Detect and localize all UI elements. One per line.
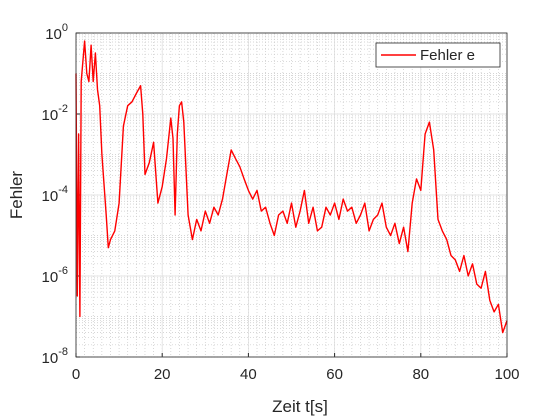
x-tick-label: 0 bbox=[72, 366, 80, 383]
tick-exponent: 0 bbox=[62, 22, 68, 34]
tick-base: 10 bbox=[42, 350, 59, 367]
axes-box bbox=[75, 32, 508, 358]
tick-base: 10 bbox=[42, 269, 59, 286]
x-tick-label: 60 bbox=[326, 366, 343, 383]
y-tick-label: 10-8 bbox=[42, 346, 68, 367]
tick-exponent: -4 bbox=[58, 184, 68, 196]
tick-exponent: -8 bbox=[58, 346, 68, 358]
y-tick-label: 100 bbox=[45, 22, 68, 43]
tick-base: 10 bbox=[42, 188, 59, 205]
x-tick-label: 20 bbox=[154, 366, 171, 383]
tick-exponent: -6 bbox=[58, 265, 68, 277]
tick-base: 10 bbox=[45, 26, 62, 43]
legend-label: Fehler e bbox=[420, 47, 475, 64]
y-tick-label: 10-2 bbox=[42, 103, 68, 124]
x-axis-label: Zeit t[s] bbox=[272, 397, 328, 416]
y-axis-label: Fehler bbox=[7, 171, 26, 220]
y-tick-label: 10-4 bbox=[42, 184, 68, 205]
tick-exponent: -2 bbox=[58, 103, 68, 115]
data-line bbox=[75, 40, 508, 334]
x-tick-label: 80 bbox=[412, 366, 429, 383]
x-tick-label: 40 bbox=[240, 366, 257, 383]
tick-base: 10 bbox=[42, 107, 59, 124]
x-tick-label: 100 bbox=[494, 366, 519, 383]
y-tick-label: 10-6 bbox=[42, 265, 68, 286]
